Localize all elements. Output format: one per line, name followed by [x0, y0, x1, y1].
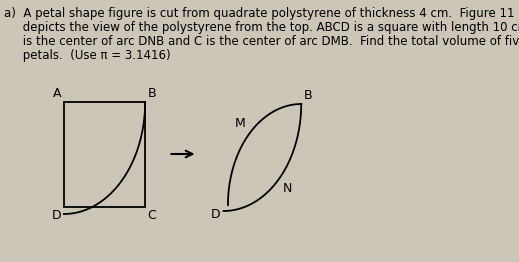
Text: B: B — [304, 89, 313, 102]
Text: C: C — [147, 209, 156, 222]
Text: M: M — [235, 117, 246, 130]
Text: petals.  (Use π = 3.1416): petals. (Use π = 3.1416) — [4, 49, 170, 62]
Text: depicts the view of the polystyrene from the top. ABCD is a square with length 1: depicts the view of the polystyrene from… — [4, 21, 519, 34]
Text: D: D — [51, 209, 61, 222]
Text: A: A — [52, 87, 61, 100]
Text: D: D — [211, 208, 221, 221]
Text: a)  A petal shape figure is cut from quadrate polystyrene of thickness 4 cm.  Fi: a) A petal shape figure is cut from quad… — [4, 7, 514, 20]
Text: is the center of arc DNB and C is the center of arc DMB.  Find the total volume : is the center of arc DNB and C is the ce… — [4, 35, 519, 48]
Text: N: N — [282, 182, 292, 195]
Text: B: B — [147, 87, 156, 100]
